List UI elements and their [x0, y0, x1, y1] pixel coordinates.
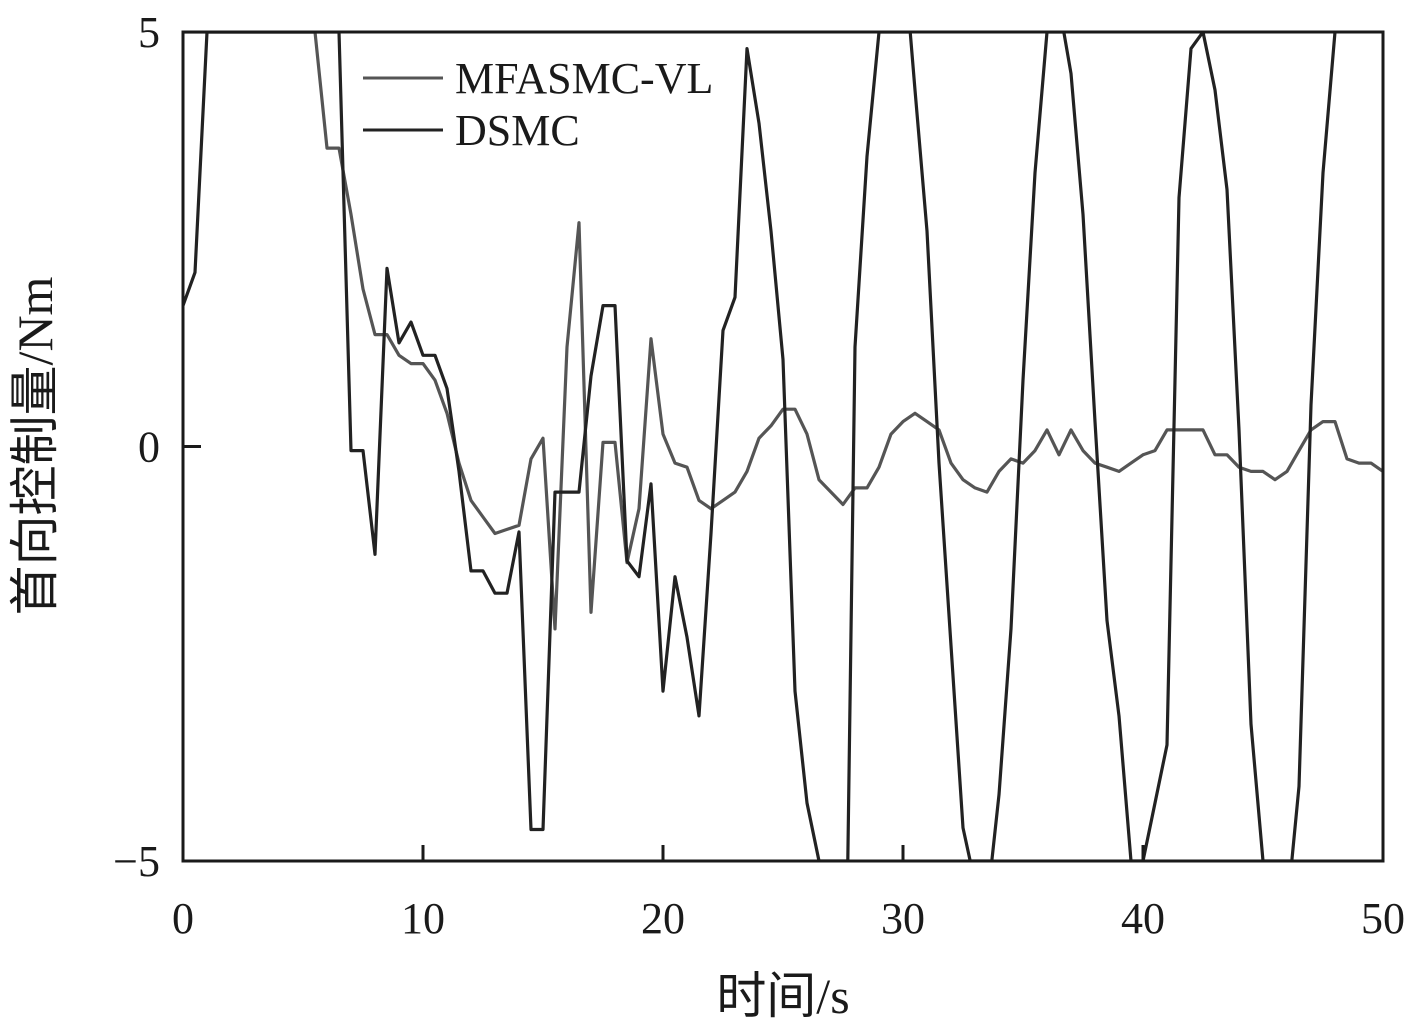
- legend-label-mfasmc-vl: MFASMC-VL: [455, 54, 713, 103]
- legend: MFASMC-VL DSMC: [363, 54, 713, 155]
- y-tick-label: −5: [113, 837, 160, 886]
- series-line-mfasmc-vl: [183, 32, 1383, 631]
- x-axis-title: 时间/s: [716, 968, 849, 1024]
- series-layer: [183, 32, 1383, 861]
- tick-layer: 0 10 20 30 40 50−505: [113, 8, 1405, 943]
- legend-label-dsmc: DSMC: [455, 106, 580, 155]
- x-tick-label: 0: [172, 894, 194, 943]
- x-tick-label: 50: [1361, 894, 1405, 943]
- x-tick-label: 30: [881, 894, 925, 943]
- y-tick-label: 0: [138, 423, 160, 472]
- series-line-dsmc: [183, 32, 1337, 861]
- x-tick-label: 20: [641, 894, 685, 943]
- x-tick-label: 10: [401, 894, 445, 943]
- y-axis-title: 首向控制量/Nm: [7, 276, 63, 615]
- x-tick-label: 40: [1121, 894, 1165, 943]
- plot-frame: [181, 30, 1385, 863]
- y-tick-label: 5: [138, 8, 160, 57]
